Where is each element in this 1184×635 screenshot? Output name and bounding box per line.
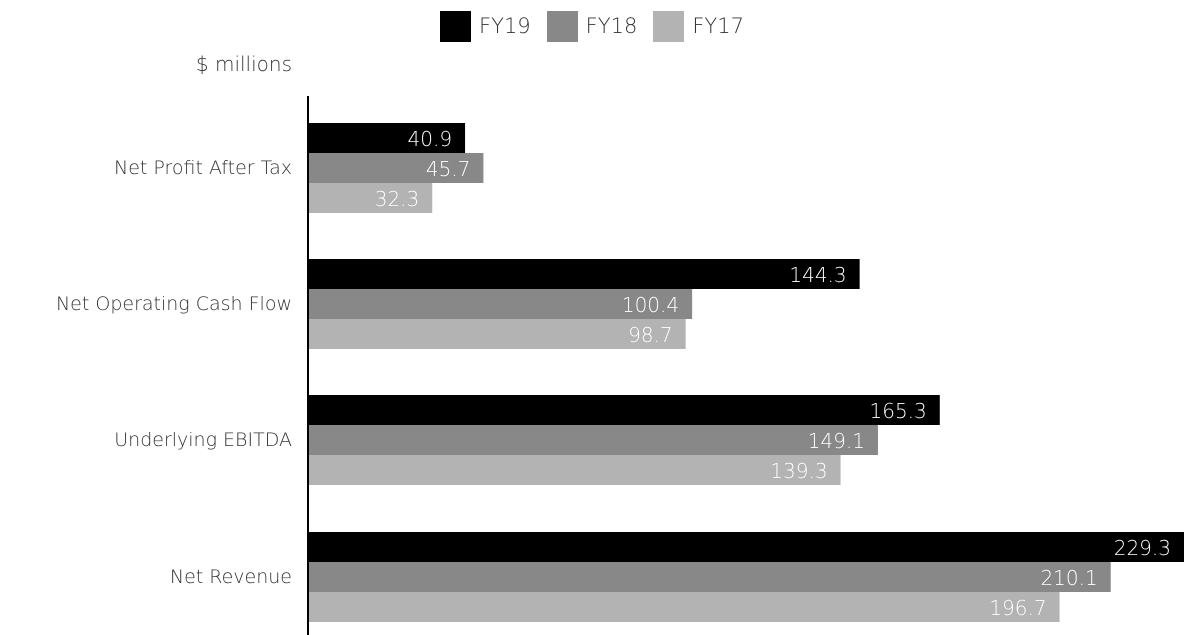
bar xyxy=(309,455,841,485)
bar xyxy=(309,153,484,183)
category-label: Net Profit After Tax xyxy=(114,157,292,179)
legend-item: FY17 xyxy=(653,10,744,42)
data-label: 45.7 xyxy=(426,157,471,181)
legend-swatch xyxy=(546,10,578,42)
bar xyxy=(309,183,433,213)
category-label: Underlying EBITDA xyxy=(114,429,292,451)
legend-label: FY18 xyxy=(585,14,638,38)
data-label: 165.3 xyxy=(870,399,927,423)
data-label: 144.3 xyxy=(789,263,846,287)
legend-item: FY18 xyxy=(546,10,638,42)
bar xyxy=(309,532,1184,562)
bar xyxy=(309,592,1060,622)
chart-legend: FY19 FY18 FY17 xyxy=(0,10,1184,42)
data-label: 40.9 xyxy=(408,127,453,151)
bar xyxy=(309,259,860,289)
data-label: 98.7 xyxy=(628,323,673,347)
category-label: Net Revenue xyxy=(170,566,292,588)
data-label: 229.3 xyxy=(1114,536,1171,560)
unit-label: $ millions xyxy=(195,52,292,76)
data-label: 100.4 xyxy=(622,293,679,317)
category-label: Net Operating Cash Flow xyxy=(56,293,292,315)
data-label: 149.1 xyxy=(808,429,865,453)
bar xyxy=(309,425,878,455)
legend-swatch xyxy=(653,10,685,42)
bar xyxy=(309,123,466,153)
bar xyxy=(309,395,940,425)
bar xyxy=(309,319,686,349)
legend-item: FY19 xyxy=(440,10,531,42)
legend-label: FY17 xyxy=(692,14,744,38)
data-label: 196.7 xyxy=(989,596,1046,620)
bar xyxy=(309,289,693,319)
legend-label: FY19 xyxy=(479,14,531,38)
data-label: 32.3 xyxy=(375,187,420,211)
bar xyxy=(309,562,1111,592)
data-label: 210.1 xyxy=(1040,566,1097,590)
data-label: 139.3 xyxy=(770,459,827,483)
legend-swatch xyxy=(440,10,472,42)
